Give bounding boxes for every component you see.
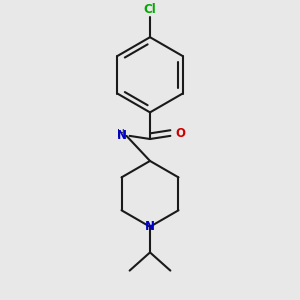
Text: O: O — [175, 127, 185, 140]
Text: Cl: Cl — [144, 3, 156, 16]
Text: N: N — [117, 129, 127, 142]
Text: N: N — [145, 220, 155, 233]
Text: H: H — [117, 129, 125, 139]
